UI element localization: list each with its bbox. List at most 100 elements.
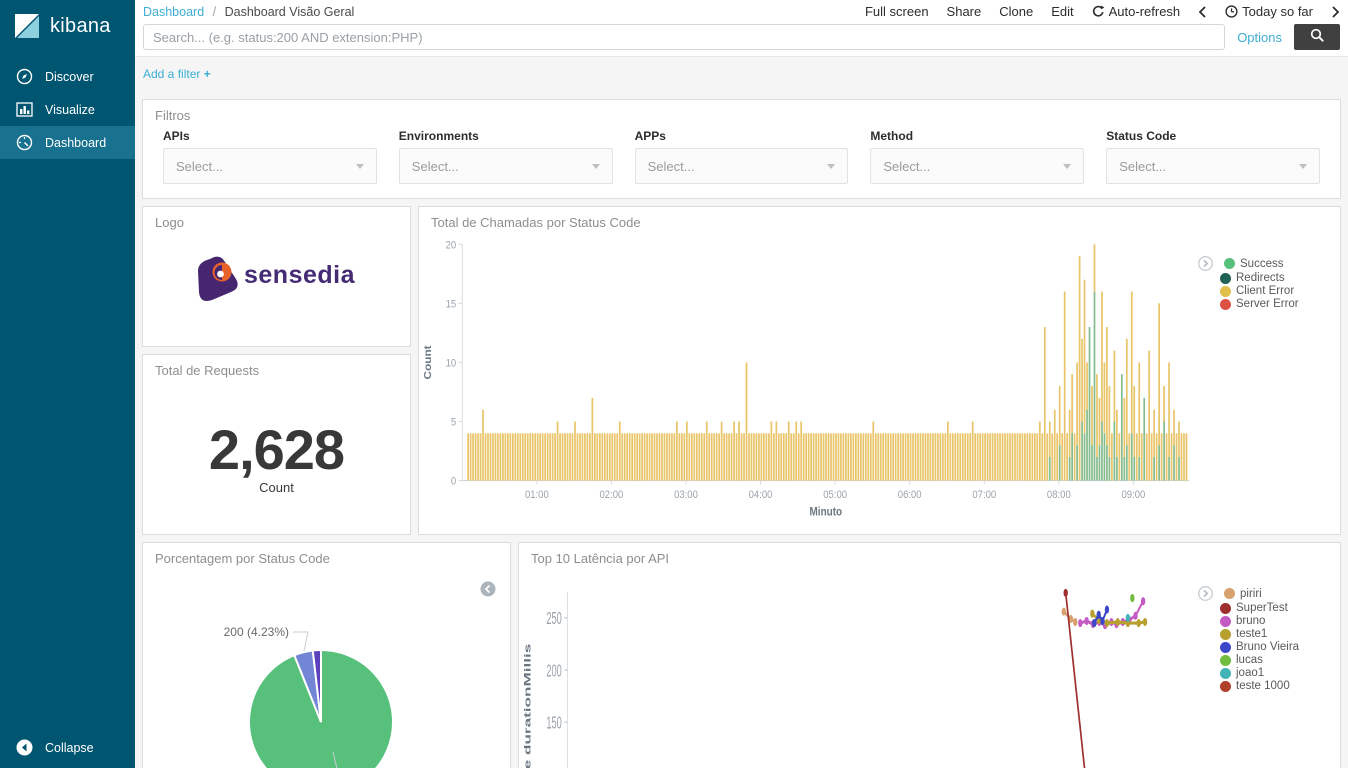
legend-item: SuperTest: [1198, 602, 1336, 614]
legend-color-dot: [1220, 667, 1231, 679]
legend-label[interactable]: lucas: [1236, 654, 1263, 666]
svg-text:02:00: 02:00: [600, 489, 624, 501]
legend-color-dot: [1224, 258, 1235, 269]
svg-text:5: 5: [451, 417, 456, 429]
svg-text:200: 200: [546, 661, 562, 680]
search-button[interactable]: [1294, 24, 1340, 50]
kibana-brand[interactable]: kibana: [0, 0, 135, 52]
svg-text:06:00: 06:00: [898, 489, 922, 501]
legend-color-dot: [1220, 285, 1231, 297]
options-link[interactable]: Options: [1237, 29, 1282, 45]
search-icon: [1310, 28, 1325, 46]
sensedia-logo: sensedia: [192, 253, 362, 310]
plus-icon: +: [203, 67, 211, 81]
legend-label[interactable]: joao1: [1236, 667, 1265, 679]
legend-label[interactable]: Redirects: [1236, 272, 1285, 284]
clone-button[interactable]: Clone: [999, 4, 1034, 19]
svg-text:sensedia: sensedia: [244, 261, 356, 289]
kibana-logo-icon: [14, 13, 40, 39]
svg-text:07:00: 07:00: [972, 489, 996, 501]
legend-label[interactable]: Success: [1240, 257, 1284, 270]
status-code-select[interactable]: Select...: [1106, 148, 1320, 184]
collapse-label: Collapse: [45, 740, 94, 755]
bar-chart-legend: Success Redirects Client Error Server Error: [1198, 234, 1340, 534]
chevron-down-icon: [827, 163, 836, 169]
brand-text: kibana: [50, 14, 111, 37]
legend-item: Redirects: [1198, 272, 1336, 284]
filter-bar: Add a filter +: [135, 56, 1348, 91]
filter-label-environments: Environments: [398, 129, 479, 143]
legend-label[interactable]: SuperTest: [1236, 602, 1288, 614]
auto-refresh-button[interactable]: Auto-refresh: [1092, 4, 1180, 19]
legend-item: Client Error: [1198, 285, 1336, 297]
filter-label-apps: APPs: [634, 129, 666, 143]
legend-color-dot: [1220, 680, 1231, 692]
svg-text:200 (4.23%): 200 (4.23%): [224, 625, 289, 639]
filter-label-status-code: Status Code: [1106, 129, 1177, 143]
panel-total-requests: Total de Requests 2,628 Count: [142, 354, 411, 535]
sidebar-item-discover[interactable]: Discover: [0, 60, 135, 93]
panel-title: Filtros: [155, 108, 191, 123]
legend-color-dot: [1220, 602, 1231, 614]
pie-chart-canvas[interactable]: 200 (4.23%)404 (93.95%): [143, 570, 493, 768]
legend-label[interactable]: Client Error: [1236, 285, 1295, 297]
share-button[interactable]: Share: [946, 4, 982, 19]
collapse-left-icon: [16, 739, 33, 756]
legend-item: piriri: [1198, 586, 1336, 601]
sidebar-item-label: Visualize: [45, 102, 95, 117]
filter-label-method: Method: [870, 129, 914, 143]
panel-title: Top 10 Latência por API: [531, 551, 670, 566]
legend-item: bruno: [1198, 615, 1336, 627]
legend-label[interactable]: piriri: [1240, 587, 1262, 600]
legend-label[interactable]: teste1: [1236, 628, 1268, 640]
time-picker-button[interactable]: Today so far: [1225, 4, 1313, 19]
legend-collapse-icon[interactable]: [1198, 256, 1213, 271]
chevron-down-icon: [591, 163, 600, 169]
add-filter-button[interactable]: Add a filter +: [143, 67, 211, 81]
bar-chart-icon: [16, 101, 33, 118]
time-back-button[interactable]: [1198, 5, 1207, 18]
legend-item: Server Error: [1198, 298, 1336, 310]
breadcrumb-dashboard-link[interactable]: Dashboard: [143, 4, 205, 19]
method-select[interactable]: Select...: [870, 148, 1085, 184]
environments-select[interactable]: Select...: [398, 148, 613, 184]
legend-label[interactable]: Server Error: [1236, 298, 1299, 310]
filter-label-apis: APIs: [163, 129, 190, 143]
sidebar-item-visualize[interactable]: Visualize: [0, 93, 135, 126]
sidebar-item-label: Discover: [45, 69, 94, 84]
bar-chart-canvas[interactable]: 0 5 10 15 20 01:00 02:00 03:00 04:00 05:00 06:00 07…: [419, 234, 1198, 534]
legend-item: Success: [1198, 256, 1336, 271]
legend-color-dot: [1220, 615, 1231, 627]
legend-item: teste 1000: [1198, 680, 1336, 692]
panel-total-chamadas: Total de Chamadas por Status Code 0 5 10 15…: [418, 206, 1341, 535]
legend-color-dot: [1220, 298, 1231, 310]
total-requests-label: Count: [259, 479, 294, 495]
legend-color-dot: [1224, 588, 1235, 599]
legend-color-dot: [1220, 272, 1231, 284]
sidebar-collapse-button[interactable]: Collapse: [0, 727, 135, 768]
edit-button[interactable]: Edit: [1051, 4, 1074, 19]
panel-title: Total de Requests: [155, 363, 260, 378]
svg-text:Minuto: Minuto: [810, 506, 843, 519]
sidebar: kibana Discover Visualize Dashboard Coll…: [0, 0, 135, 768]
line-chart-canvas[interactable]: 05010015020025001:0002:0003:0004:0005:00…: [519, 570, 1198, 768]
legend-label[interactable]: bruno: [1236, 615, 1266, 627]
apps-select[interactable]: Select...: [634, 148, 849, 184]
total-requests-value: 2,628: [208, 417, 345, 481]
svg-text:0: 0: [451, 476, 456, 488]
sidebar-item-label: Dashboard: [45, 135, 107, 150]
chevron-down-icon: [1063, 163, 1072, 169]
search-input[interactable]: [143, 24, 1226, 50]
breadcrumb: Dashboard / Dashboard Visão Geral: [143, 4, 355, 19]
legend-collapse-icon[interactable]: [1198, 586, 1213, 601]
legend-collapse-icon[interactable]: [480, 581, 496, 602]
chevron-down-icon: [355, 163, 364, 169]
sidebar-item-dashboard[interactable]: Dashboard: [0, 126, 135, 159]
chevron-down-icon: [1298, 163, 1307, 169]
legend-label[interactable]: teste 1000: [1236, 680, 1290, 692]
full-screen-button[interactable]: Full screen: [864, 4, 929, 19]
time-forward-button[interactable]: [1331, 5, 1340, 18]
apis-select[interactable]: Select...: [163, 148, 377, 184]
legend-label[interactable]: Bruno Vieira: [1236, 641, 1300, 653]
svg-text:100: 100: [546, 766, 562, 768]
